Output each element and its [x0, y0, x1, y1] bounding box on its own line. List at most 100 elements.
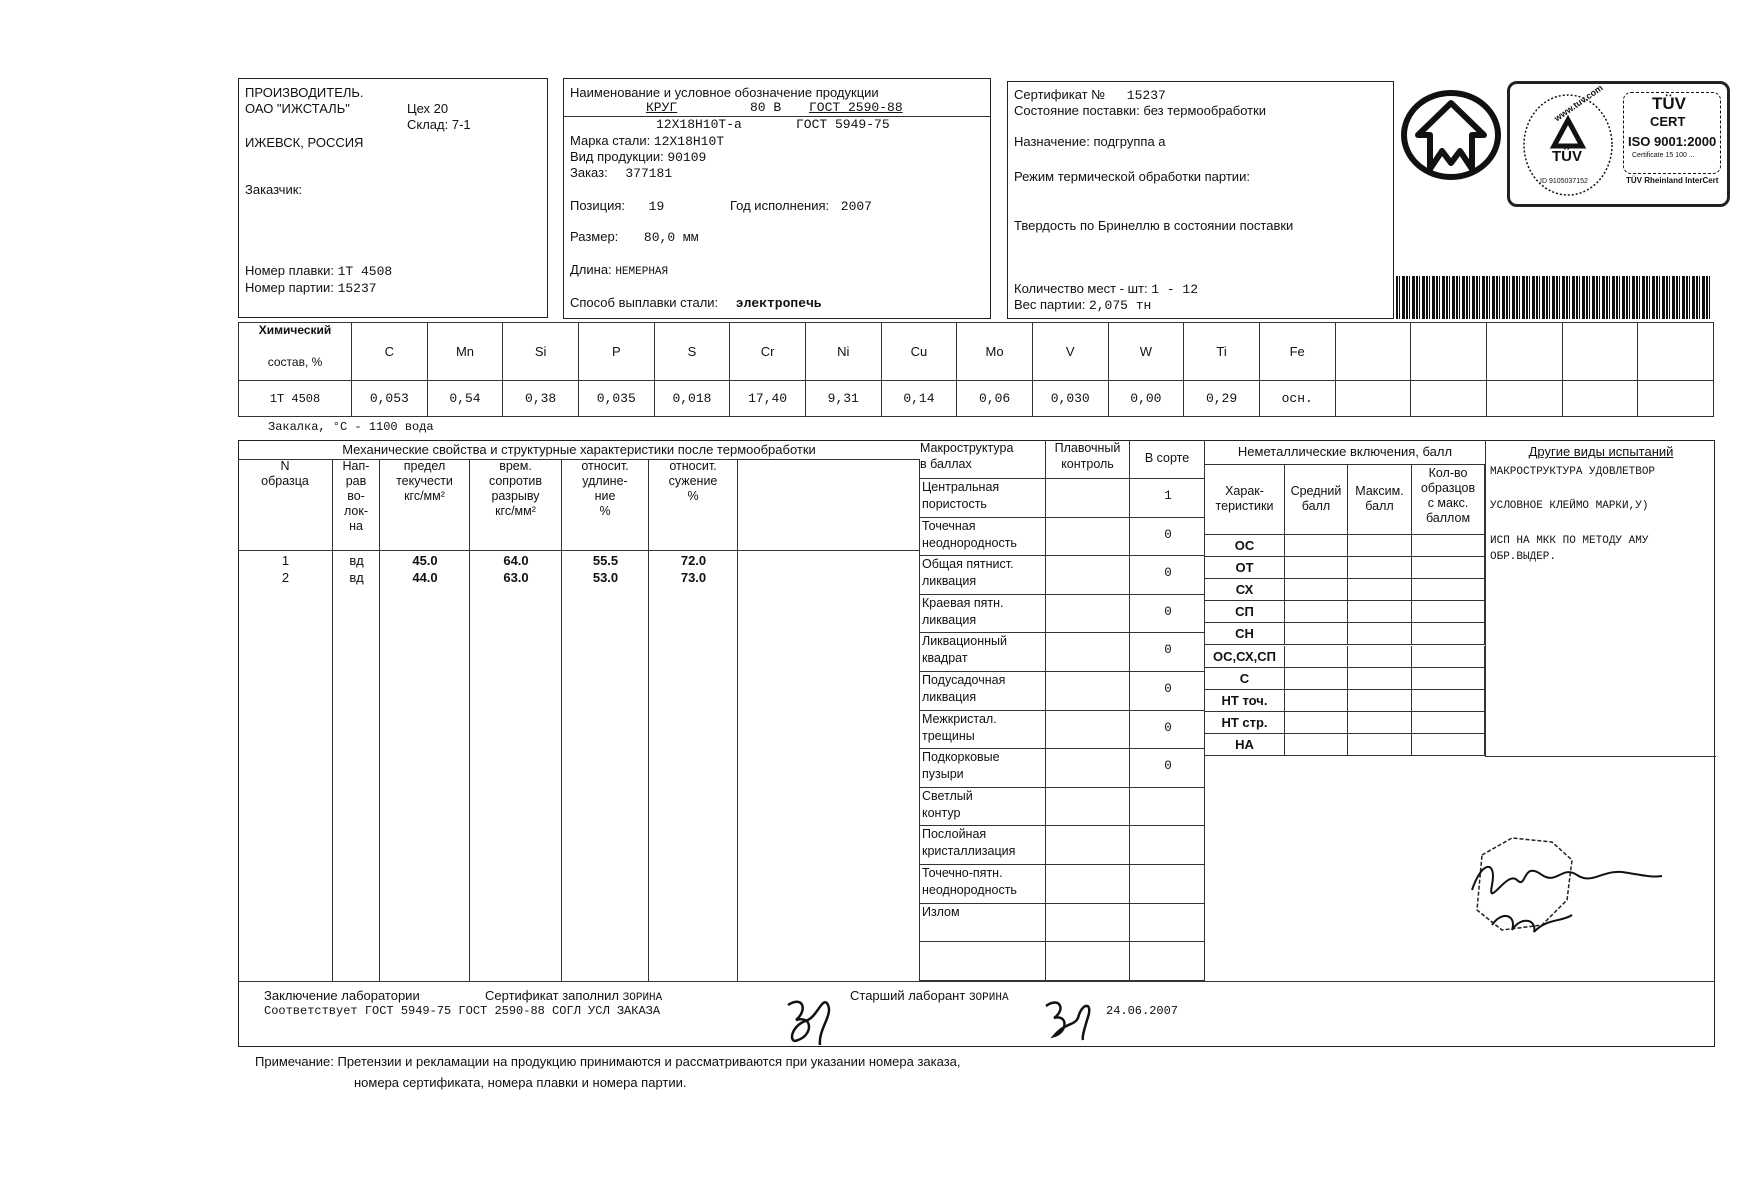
nonmetal-cell [1285, 733, 1348, 756]
nonmetal-cell [1285, 557, 1348, 580]
customer-label: Заказчик: [245, 182, 303, 197]
product-gost2: ГОСТ 5949-75 [796, 117, 890, 132]
macro-cell [1130, 826, 1205, 865]
nonmetal-cell [1348, 733, 1412, 756]
other-test-line: МАКРОСТРУКТУРА УДОВЛЕТВОР [1490, 466, 1656, 478]
nonmetal-row-label: С [1205, 667, 1285, 690]
element-cell [1561, 322, 1639, 381]
value-cell: 0,29 [1183, 380, 1260, 417]
macro-header: Макроструктура в баллах [920, 440, 1046, 479]
other-test-line: ОБР.ВЫДЕР. [1490, 551, 1557, 563]
product-name: КРУГ [646, 100, 678, 115]
other-tests-section: Другие виды испытаний МАКРОСТРУКТУРА УДО… [1485, 440, 1716, 757]
mechanical-column [380, 551, 470, 981]
nonmetal-row-label: ОС,СХ,СП [1205, 645, 1285, 668]
signature-senior [1045, 1001, 1091, 1041]
nonmetal-cell [1348, 601, 1412, 624]
nonmetal-cell [1412, 689, 1485, 712]
mechanical-header: N образца [238, 459, 333, 551]
element-cell: W [1107, 322, 1185, 381]
pieces-value: 1 - 12 [1151, 282, 1199, 297]
nonmetal-header: Средний балл [1285, 464, 1348, 535]
macro-cell [1130, 903, 1205, 943]
element-cell: Fe [1258, 322, 1336, 381]
element-cell [1485, 322, 1563, 381]
value-cell: 0,38 [502, 380, 579, 417]
element-cell: Si [502, 322, 579, 381]
heat-value: 1Т 4508 [337, 264, 393, 279]
macro-row-label: Светлый контур [920, 787, 1046, 827]
melting-label: Способ выплавки стали: [570, 295, 719, 310]
macro-cell: 0 [1130, 556, 1205, 595]
nonmetal-row-label: НТ точ. [1205, 689, 1285, 712]
nonmetal-cell [1412, 535, 1485, 558]
purpose-label: Назначение: [1014, 134, 1090, 149]
nonmetal-cell [1285, 601, 1348, 624]
cert-number-label: Сертификат № [1014, 87, 1106, 102]
mechanical-header: относит. сужение % [649, 459, 738, 551]
chemistry-table: Химический состав, % C Mn Si P S Cr Ni C… [238, 322, 1714, 417]
macro-cell: 0 [1130, 594, 1205, 634]
signature-filler [787, 1000, 831, 1046]
producer-company: ОАО "ИЖСТАЛЬ" [245, 101, 350, 116]
mechanical-cell: вд [349, 553, 364, 568]
macro-row-label: Центральная пористость [920, 479, 1046, 518]
macro-row-label: Послойная кристаллизация [920, 826, 1046, 865]
value-cell: 0,06 [956, 380, 1033, 417]
nonmetal-cell [1348, 711, 1412, 734]
macro-cell [1046, 942, 1130, 981]
tuv-certno: Certificate 15 100 ... [1632, 152, 1695, 159]
macro-cell [1130, 787, 1205, 827]
purpose-value: подгруппа а [1093, 134, 1166, 149]
macro-cell [1046, 865, 1130, 904]
macro-row-label: Подкорковые пузыри [920, 749, 1046, 788]
tuv-certification-box: www.tuv.com TÜV ID 9105037152 TÜV CERT I… [1507, 81, 1730, 207]
conclusion-date: 24.06.2007 [1106, 1004, 1179, 1018]
nonmetal-cell [1412, 645, 1485, 668]
mechanical-cell: вд [349, 570, 364, 585]
other-test-line: ИСП НА МКК ПО МЕТОДУ АМУ [1490, 535, 1649, 547]
element-cell: Mn [426, 322, 504, 381]
position-value: 19 [648, 199, 665, 214]
value-cell [1334, 380, 1412, 417]
mechanical-header: предел текучести кгс/мм² [380, 459, 470, 551]
mechanical-column [333, 551, 380, 981]
value-cell: 0,035 [577, 380, 655, 417]
nonmetal-cell [1285, 535, 1348, 558]
tuv-id: ID 9105037152 [1540, 178, 1588, 185]
batch-label: Номер партии: [245, 280, 334, 295]
year-value: 2007 [840, 199, 872, 214]
nonmetal-cell [1285, 579, 1348, 602]
size-label: Размер: [570, 229, 619, 244]
delivery-label: Состояние поставки: [1014, 103, 1140, 118]
quench-info: Закалка, °С - 1100 вода [268, 420, 434, 434]
producer-city: ИЖЕВСК, РОССИЯ [245, 135, 364, 150]
macro-cell: 0 [1130, 672, 1205, 711]
value-cell [1637, 380, 1714, 417]
nonmetal-header: Кол-во образцов с макс. баллом [1412, 464, 1485, 535]
conclusion-label: Заключение лаборатории [264, 988, 420, 1003]
note-label: Примечание: [255, 1054, 334, 1069]
macro-cell: 0 [1130, 710, 1205, 750]
nonmetal-cell [1412, 711, 1485, 734]
product-grade: 12Х18Н10Т-а [656, 117, 742, 132]
macro-row-label: Точечно-пятн. неоднородность [920, 865, 1046, 904]
cert-number-value: 15237 [1126, 88, 1166, 103]
macro-row-label [920, 942, 1046, 981]
tuv-right-mark: TÜV [1652, 94, 1686, 113]
mechanical-cell: 45.0 [412, 553, 438, 568]
macro-cell [1046, 903, 1130, 943]
batch-value: 15237 [337, 281, 377, 296]
nonmetal-cell [1348, 623, 1412, 646]
nonmetal-title: Неметаллические включения, балл [1205, 440, 1485, 465]
product-title: Наименование и условное обозначение прод… [570, 85, 879, 100]
nonmetal-cell [1348, 667, 1412, 690]
filled-name: ЗОРИНА [622, 992, 663, 1004]
producer-workshop: Цех 20 [407, 101, 449, 116]
macro-row-label: Подусадочная ликвация [920, 672, 1046, 711]
macro-cell [1046, 633, 1130, 672]
hardness-label: Твердость по Бринеллю в состоянии постав… [1014, 218, 1294, 233]
tuv-left-mark: TÜV [1552, 148, 1582, 165]
product-box: Наименование и условное обозначение прод… [563, 78, 991, 319]
nonmetal-cell [1412, 601, 1485, 624]
